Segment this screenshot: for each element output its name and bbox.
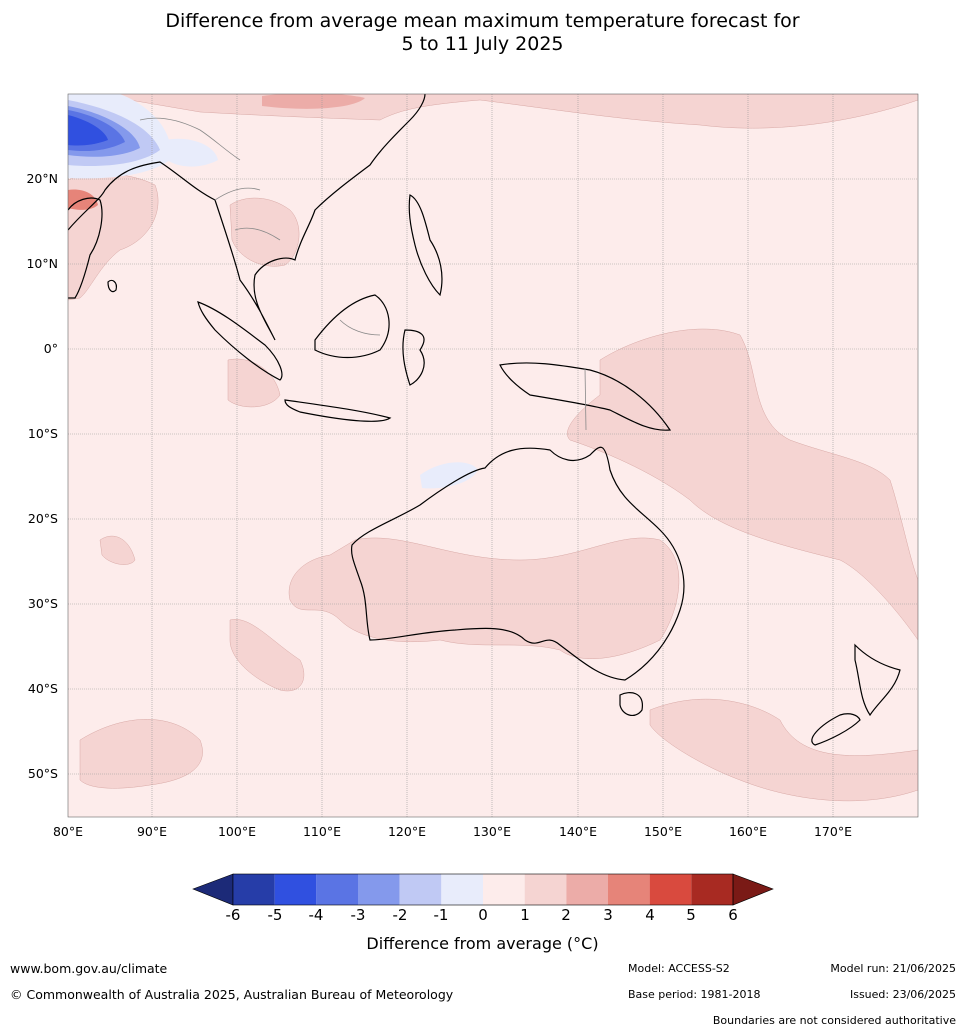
lat-label-20n: 20°N	[26, 171, 58, 186]
title-line-2: 5 to 11 July 2025	[401, 33, 564, 55]
lat-label-30s: 30°S	[27, 596, 58, 611]
lon-label-80e: 80°E	[52, 824, 84, 839]
anomaly-region-china-warm	[262, 94, 365, 109]
lat-label-20s: 20°S	[27, 511, 58, 526]
lon-label-130e: 130°E	[472, 824, 511, 839]
lon-label-110e: 110°E	[302, 824, 341, 839]
website-link[interactable]: www.bom.gov.au/climate	[10, 961, 168, 976]
colorbar-tick: -6	[225, 906, 241, 924]
map-frame	[67, 93, 919, 818]
lon-label-140e: 140°E	[558, 824, 597, 839]
lat-label-10n: 10°N	[26, 256, 58, 271]
lon-label-150e: 150°E	[643, 824, 682, 839]
coast-new-zealand-south	[811, 713, 861, 746]
colorbar-cell	[441, 874, 483, 905]
lat-label-40s: 40°S	[27, 681, 58, 696]
colorbar-cell	[233, 874, 275, 905]
coast-india	[68, 197, 103, 299]
colorbar-cell	[566, 874, 608, 905]
anomaly-region-sumatra	[227, 358, 281, 408]
coast-australia	[350, 446, 685, 681]
anomaly-region-southern-ocean	[79, 719, 203, 789]
model-run-text: Model run: 21/06/2025	[830, 962, 956, 975]
colorbar-tick: 2	[561, 906, 571, 924]
coast-tasmania	[619, 692, 643, 717]
coast-borneo	[314, 294, 390, 359]
lat-label-0: 0°	[43, 341, 58, 356]
colorbar	[192, 873, 774, 906]
coast-java	[284, 399, 392, 422]
coast-asia-mainland	[68, 94, 426, 341]
anomaly-region-west-ocean	[99, 535, 136, 565]
anomaly-cold-china	[165, 138, 218, 167]
map-title: Difference from average mean maximum tem…	[0, 10, 965, 56]
colorbar-tick: -2	[392, 906, 408, 924]
anomaly-shading	[68, 94, 918, 802]
colorbar-tick: 6	[728, 906, 738, 924]
colorbar-label: Difference from average (°C)	[366, 934, 599, 953]
colorbar-cell	[316, 874, 358, 905]
coast-new-zealand-north	[854, 643, 901, 717]
anomaly-region-pacific	[567, 328, 918, 641]
colorbar-cell	[483, 874, 525, 905]
anomaly-region-southwest	[229, 619, 305, 692]
base-period-text: Base period: 1981-2018	[628, 988, 761, 1001]
coastlines	[68, 94, 901, 746]
coast-philippines	[408, 194, 443, 297]
model-text: Model: ACCESS-S2	[628, 962, 730, 975]
lon-label-160e: 160°E	[728, 824, 767, 839]
issued-text: Issued: 23/06/2025	[849, 988, 956, 1001]
copyright-text: © Commonwealth of Australia 2025, Austra…	[10, 987, 454, 1002]
colorbar-tick: 0	[478, 906, 488, 924]
colorbar-tick: -1	[433, 906, 449, 924]
title-line-1: Difference from average mean maximum tem…	[165, 10, 800, 32]
anomaly-cold-5	[68, 115, 108, 146]
colorbar-tick: -5	[267, 906, 283, 924]
anomaly-cold-nw-australia	[420, 462, 478, 489]
lon-label-120e: 120°E	[387, 824, 426, 839]
lat-label-50s: 50°S	[27, 766, 58, 781]
colorbar-tick: 1	[520, 906, 530, 924]
coast-sri-lanka	[107, 279, 117, 293]
colorbar-outline	[232, 873, 734, 906]
colorbar-cell	[649, 874, 692, 905]
colorbar-tick: -4	[308, 906, 324, 924]
colorbar-tick: 4	[645, 906, 655, 924]
colorbar-cell	[608, 874, 650, 905]
gridlines	[68, 94, 918, 817]
lat-label-10s: 10°S	[27, 426, 58, 441]
coast-new-guinea	[499, 362, 672, 431]
colorbar-tick: -3	[350, 906, 366, 924]
colorbar-cell	[691, 874, 733, 905]
colorbar-tick: 5	[686, 906, 696, 924]
colorbar-under-arrow	[192, 873, 234, 906]
country-borders	[139, 117, 587, 431]
lon-label-100e: 100°E	[217, 824, 256, 839]
colorbar-cell	[399, 874, 442, 905]
coast-sumatra	[197, 301, 283, 381]
anomaly-region-australia	[288, 537, 680, 659]
lon-label-90e: 90°E	[136, 824, 168, 839]
colorbar-cell	[524, 874, 567, 905]
disclaimer-text: Boundaries are not considered authoritat…	[712, 1014, 956, 1027]
colorbar-over-arrow	[732, 873, 774, 906]
colorbar-cell	[358, 874, 400, 905]
colorbar-tick: 3	[603, 906, 613, 924]
colorbar-cell	[274, 874, 317, 905]
lon-label-170e: 170°E	[813, 824, 852, 839]
anomaly-region-tasman	[649, 698, 918, 802]
coast-sulawesi	[402, 329, 425, 386]
